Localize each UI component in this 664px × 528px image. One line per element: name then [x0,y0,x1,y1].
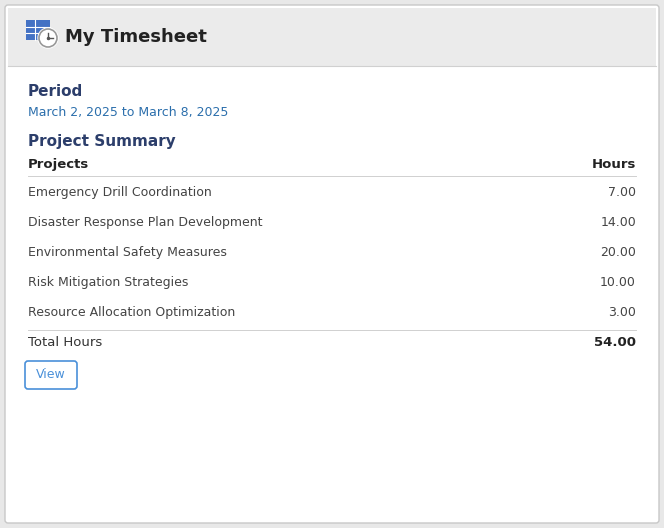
Text: Hours: Hours [592,158,636,171]
Text: Total Hours: Total Hours [28,336,102,349]
Circle shape [38,28,58,48]
Text: My Timesheet: My Timesheet [65,28,207,46]
Text: Resource Allocation Optimization: Resource Allocation Optimization [28,306,235,319]
Text: Emergency Drill Coordination: Emergency Drill Coordination [28,186,212,199]
Text: 7.00: 7.00 [608,186,636,199]
Text: Project Summary: Project Summary [28,134,176,149]
Text: Environmental Safety Measures: Environmental Safety Measures [28,246,227,259]
Text: 54.00: 54.00 [594,336,636,349]
Text: Disaster Response Plan Development: Disaster Response Plan Development [28,216,262,229]
FancyBboxPatch shape [5,5,659,523]
Text: Risk Mitigation Strategies: Risk Mitigation Strategies [28,276,189,289]
FancyBboxPatch shape [25,361,77,389]
Bar [26,20,50,40]
Text: Period: Period [28,84,83,99]
Text: 14.00: 14.00 [600,216,636,229]
Text: 10.00: 10.00 [600,276,636,289]
Text: Projects: Projects [28,158,89,171]
Text: March 2, 2025 to March 8, 2025: March 2, 2025 to March 8, 2025 [28,106,228,119]
Text: 3.00: 3.00 [608,306,636,319]
Text: 20.00: 20.00 [600,246,636,259]
Text: View: View [36,369,66,382]
Circle shape [39,29,57,47]
Bar [8,8,656,66]
